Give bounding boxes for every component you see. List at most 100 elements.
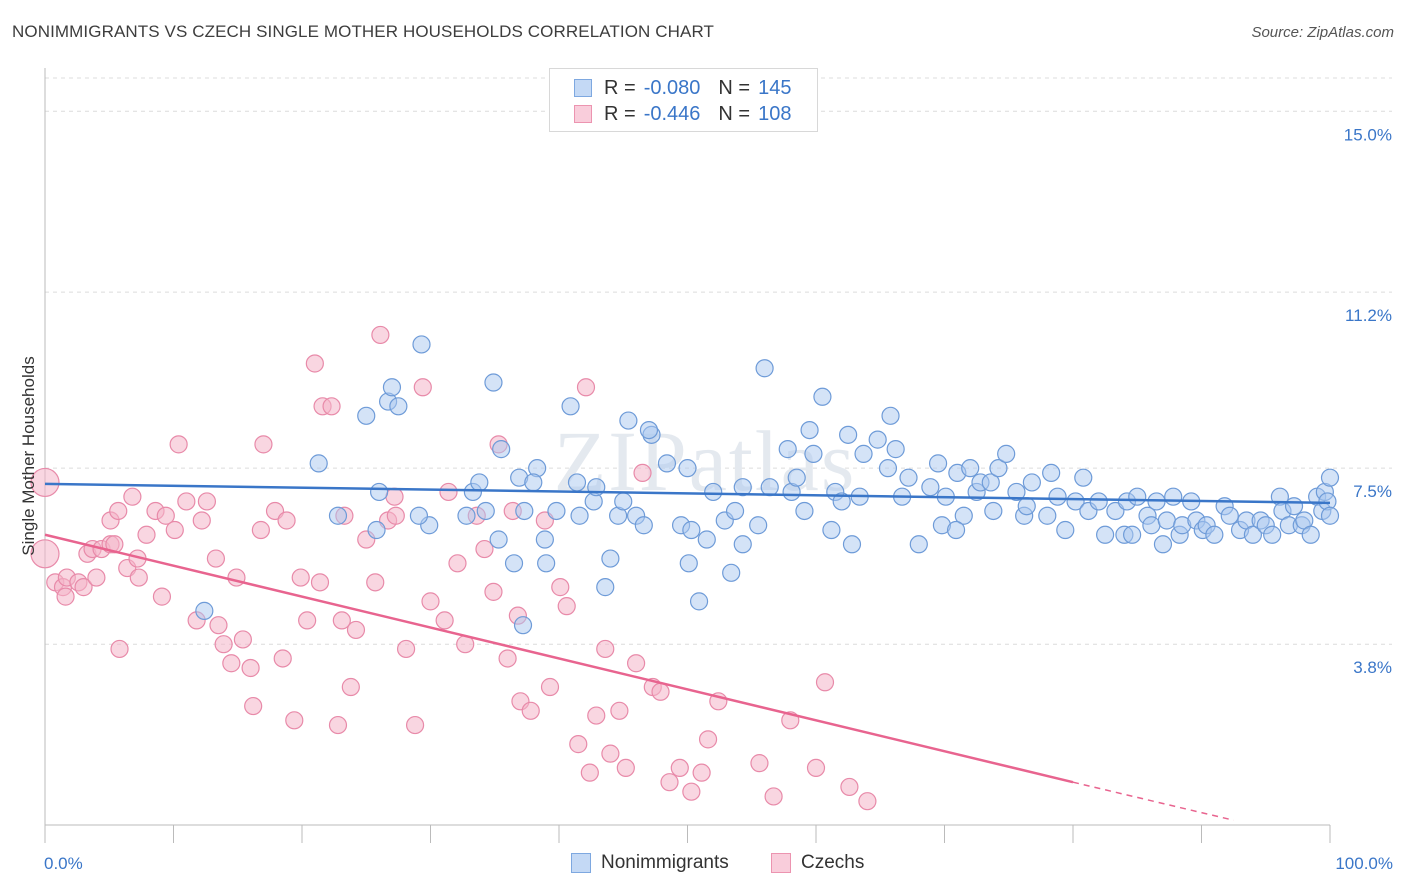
nonimmigrants-point	[868, 430, 887, 449]
czechs-point	[341, 677, 360, 697]
czechs-point	[601, 744, 620, 763]
nonimmigrants-point	[679, 554, 698, 573]
nonimmigrants-point	[489, 530, 508, 549]
czechs-point	[56, 587, 75, 606]
nonimmigrants-point	[682, 520, 701, 540]
czechs-point	[30, 467, 60, 498]
czechs-point	[557, 597, 576, 616]
czechs-point	[576, 378, 596, 397]
nonimmigrants-point	[854, 444, 873, 463]
nonimmigrants-point	[484, 373, 503, 392]
nonimmigrants-point	[476, 501, 495, 521]
nonimmigrants-point	[813, 387, 832, 406]
axes	[44, 68, 1331, 843]
nonimmigrants-point	[946, 520, 966, 540]
czechs-point	[123, 487, 142, 506]
czechs-point	[214, 635, 233, 654]
nonimmigrants-point	[1056, 520, 1075, 540]
legend-label-nonimmigrants: Nonimmigrants	[601, 852, 729, 873]
nonimmigrants-point	[1205, 525, 1224, 544]
czechs-point	[815, 673, 835, 692]
czechs-point	[616, 758, 635, 778]
x-tick-labels: 0.0% 100.0%	[44, 854, 1393, 873]
bottom-legend-nonimmigrants: Nonimmigrants	[571, 852, 729, 874]
nonimmigrants-point	[1096, 525, 1115, 544]
czechs-point	[233, 630, 252, 649]
czechs-point	[165, 520, 184, 540]
legend-r-label: R =	[604, 102, 636, 125]
nonimmigrants-point	[842, 535, 862, 554]
nonimmigrants-point	[822, 520, 841, 540]
nonimmigrants-point	[1007, 482, 1026, 502]
czechs-point	[254, 435, 273, 454]
nonimmigrants-point	[1128, 487, 1147, 506]
czechs-point	[244, 696, 263, 716]
legend-row-czechs: R = -0.446 N = 108	[574, 102, 791, 126]
legend-row-nonimmigrants: R = -0.080 N = 145	[574, 76, 791, 100]
czechs-point	[405, 715, 425, 735]
czechs-point	[209, 616, 228, 635]
nonimmigrants-point	[547, 501, 566, 521]
nonimmigrants-point	[1066, 492, 1085, 511]
czechs-point	[610, 701, 629, 720]
czechs-point	[448, 554, 467, 573]
nonimmigrants-point	[725, 501, 745, 521]
nonimmigrants-point	[1123, 525, 1142, 544]
nonimmigrants-point	[639, 420, 659, 440]
nonimmigrants-point	[921, 478, 940, 497]
nonimmigrants-point	[409, 506, 429, 525]
czechs-point	[682, 782, 701, 801]
nonimmigrants-point	[733, 535, 752, 554]
nonimmigrants-point	[678, 459, 697, 478]
nonimmigrants-point	[1243, 525, 1263, 544]
legend-r-value: -0.080	[643, 76, 701, 99]
czechs-point	[569, 735, 588, 754]
nonimmigrants-point	[634, 516, 653, 535]
nonimmigrants-point	[1089, 492, 1108, 511]
czechs-point	[206, 549, 226, 568]
czechs-point	[241, 658, 260, 678]
nonimmigrants-point	[1320, 506, 1340, 525]
czechs-point	[74, 578, 93, 597]
nonimmigrants-points	[195, 335, 1340, 635]
czechs-point	[587, 706, 606, 725]
czechs-point	[109, 501, 128, 521]
y-tick-label: 3.8%	[1353, 658, 1392, 677]
nonimmigrants-point	[504, 554, 524, 573]
czechs-point	[439, 482, 458, 502]
nonimmigrants-point	[1157, 511, 1176, 530]
nonimmigrants-point	[881, 406, 900, 425]
czechs-point	[858, 792, 877, 811]
czechs-point	[633, 463, 652, 483]
nonimmigrants-point	[961, 459, 980, 478]
nonimmigrants-point	[795, 501, 814, 521]
nonimmigrants-point	[614, 492, 633, 511]
nonimmigrants-point	[619, 411, 638, 430]
nonimmigrants-point	[722, 563, 741, 582]
czechs-point	[498, 649, 517, 668]
czechs-point	[137, 525, 156, 544]
czechs-point	[305, 354, 324, 373]
czechs-point	[197, 492, 217, 511]
nonimmigrants-point	[328, 506, 348, 525]
czechs-point	[105, 535, 124, 554]
nonimmigrants-point	[1263, 525, 1282, 544]
czechs-point	[540, 677, 560, 697]
czechs-point	[670, 758, 689, 778]
czechs-point	[322, 397, 341, 416]
legend: R = -0.080 N = 145 R = -0.446 N = 108	[549, 68, 818, 132]
nonimmigrants-point	[1042, 463, 1061, 483]
czechs-trend-extension	[1072, 781, 1234, 821]
nonimmigrants-point	[1038, 506, 1057, 525]
czechs-point	[273, 649, 292, 668]
nonimmigrants-point	[657, 454, 677, 473]
czechs-point	[840, 777, 859, 797]
czechs-point	[475, 539, 494, 559]
czechs-point	[346, 620, 366, 640]
nonimmigrants-point	[537, 554, 556, 573]
czechs-point	[332, 611, 351, 630]
nonimmigrants-point	[804, 444, 823, 463]
czechs-point	[551, 578, 570, 597]
czechs-point	[129, 568, 148, 587]
